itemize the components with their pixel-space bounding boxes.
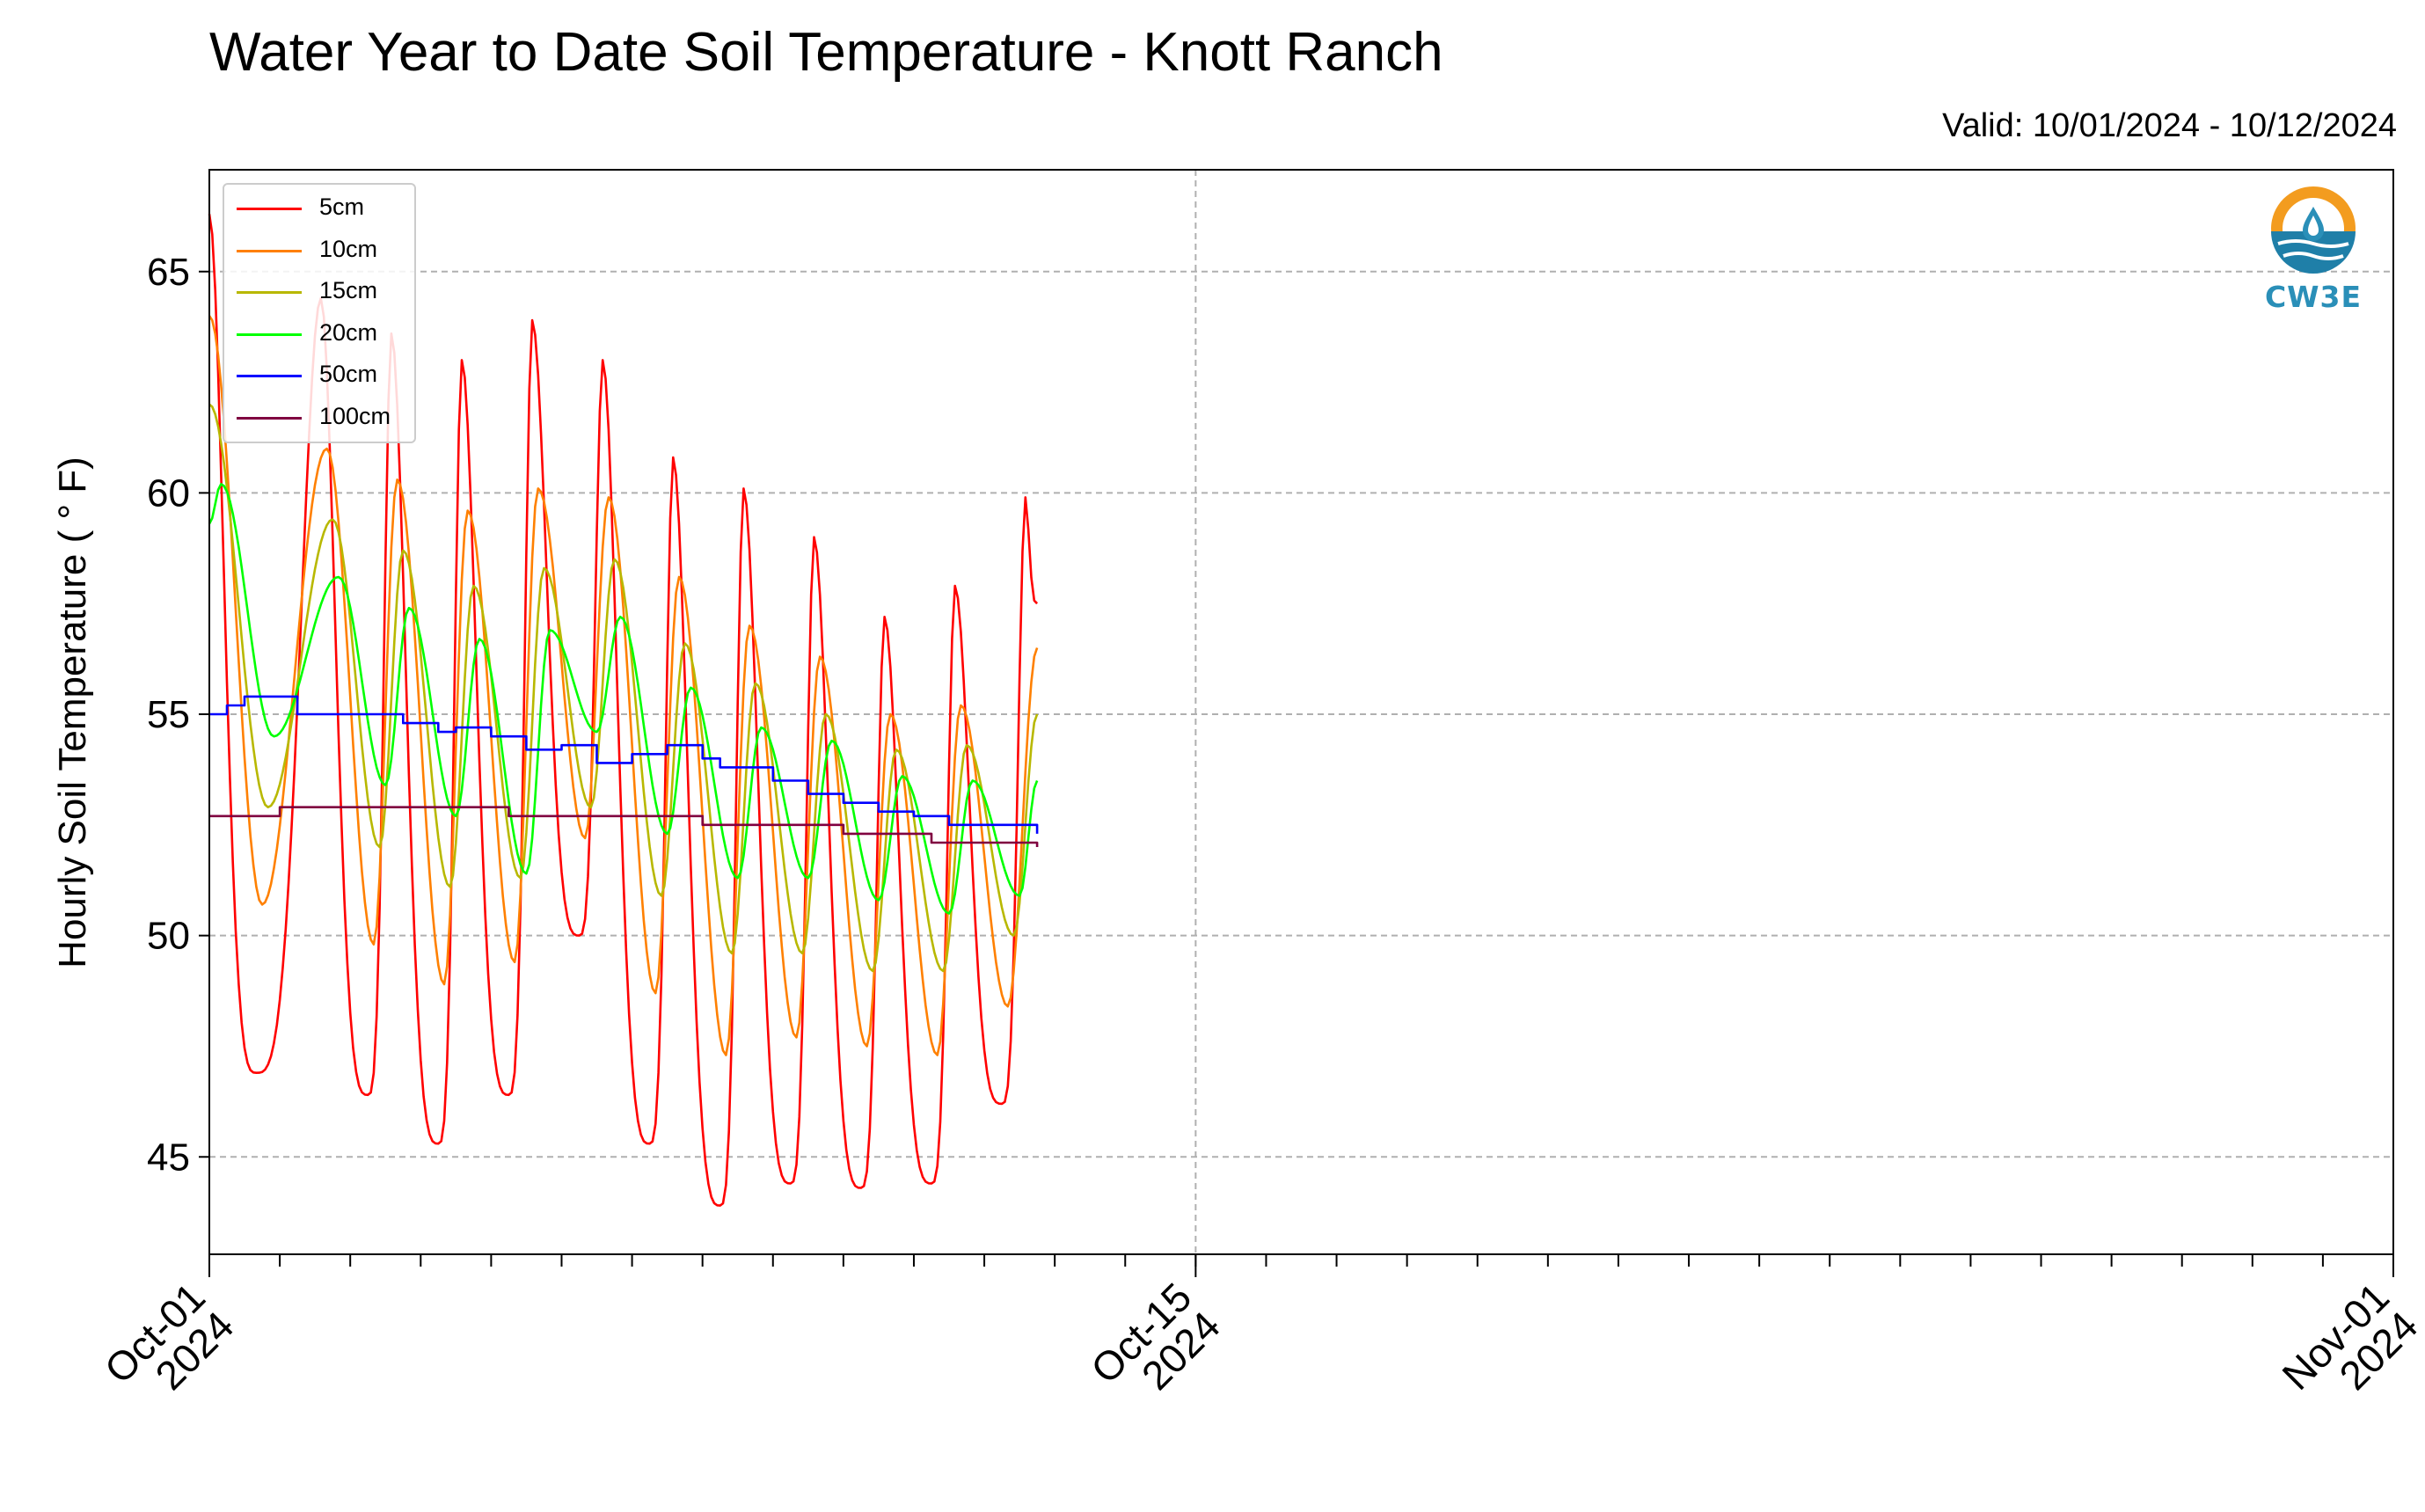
legend-swatch (237, 208, 302, 210)
legend-label: 50cm (319, 361, 378, 387)
y-tick-label: 60 (147, 471, 190, 515)
legend-item-20cm: 20cm (224, 318, 416, 353)
y-tick-label: 50 (147, 915, 190, 958)
x-tick-label: Nov-012024 (2273, 1274, 2425, 1427)
valid-date-range: Valid: 10/01/2024 - 10/12/2024 (1942, 107, 2397, 144)
legend-swatch (237, 332, 302, 336)
legend-swatch (237, 416, 302, 420)
legend-label: 10cm (319, 235, 378, 262)
legend-item-100cm: 100cm (224, 401, 416, 436)
chart-title: Water Year to Date Soil Temperature - Kn… (209, 22, 1443, 83)
legend-label: 5cm (319, 194, 365, 220)
legend-item-50cm: 50cm (224, 359, 416, 394)
plot-frame (208, 169, 2394, 1255)
series-line-50cm (209, 695, 1039, 834)
y-tick-label: 55 (147, 693, 190, 736)
x-tick-label-text: Oct-012024 (96, 1274, 243, 1421)
legend-item-5cm: 5cm (224, 192, 416, 227)
legend-label: 100cm (319, 402, 391, 429)
y-tick-label: 65 (147, 251, 190, 294)
x-tick-label-text: Nov-012024 (2273, 1274, 2425, 1427)
legend-swatch (237, 249, 302, 252)
legend-item-15cm: 15cm (224, 275, 416, 310)
legend-swatch (237, 375, 302, 377)
legend-label: 20cm (319, 318, 378, 346)
logo-text: CW3E (2264, 280, 2363, 314)
x-tick-label-text: Oct-152024 (1082, 1274, 1229, 1421)
legend-label: 15cm (319, 277, 378, 303)
water-drop-icon (2271, 186, 2356, 274)
series-line-20cm (208, 483, 1039, 915)
axis-ticks: 45 50 55 60 65 Oct-012024 Oct-152024 Nov-012024 (96, 251, 2425, 1427)
series-line-100cm (209, 806, 1039, 847)
x-tick-label: Oct-012024 (96, 1274, 243, 1421)
series-line-10cm (208, 315, 1039, 1056)
series-lines (208, 214, 1039, 1207)
legend-swatch (237, 291, 302, 294)
legend-item-10cm: 10cm (224, 234, 416, 269)
series-line-5cm (208, 214, 1039, 1207)
legend: 5cm 10cm 15cm 20cm 50cm 100cm (223, 183, 416, 443)
x-tick-label: Oct-152024 (1082, 1274, 1229, 1421)
y-axis-label: Hourly Soil Temperature ( ° F) (51, 457, 94, 968)
y-tick-label: 45 (147, 1136, 190, 1179)
grid-lines (208, 170, 2394, 1254)
cw3e-logo: CW3E (2252, 180, 2375, 321)
